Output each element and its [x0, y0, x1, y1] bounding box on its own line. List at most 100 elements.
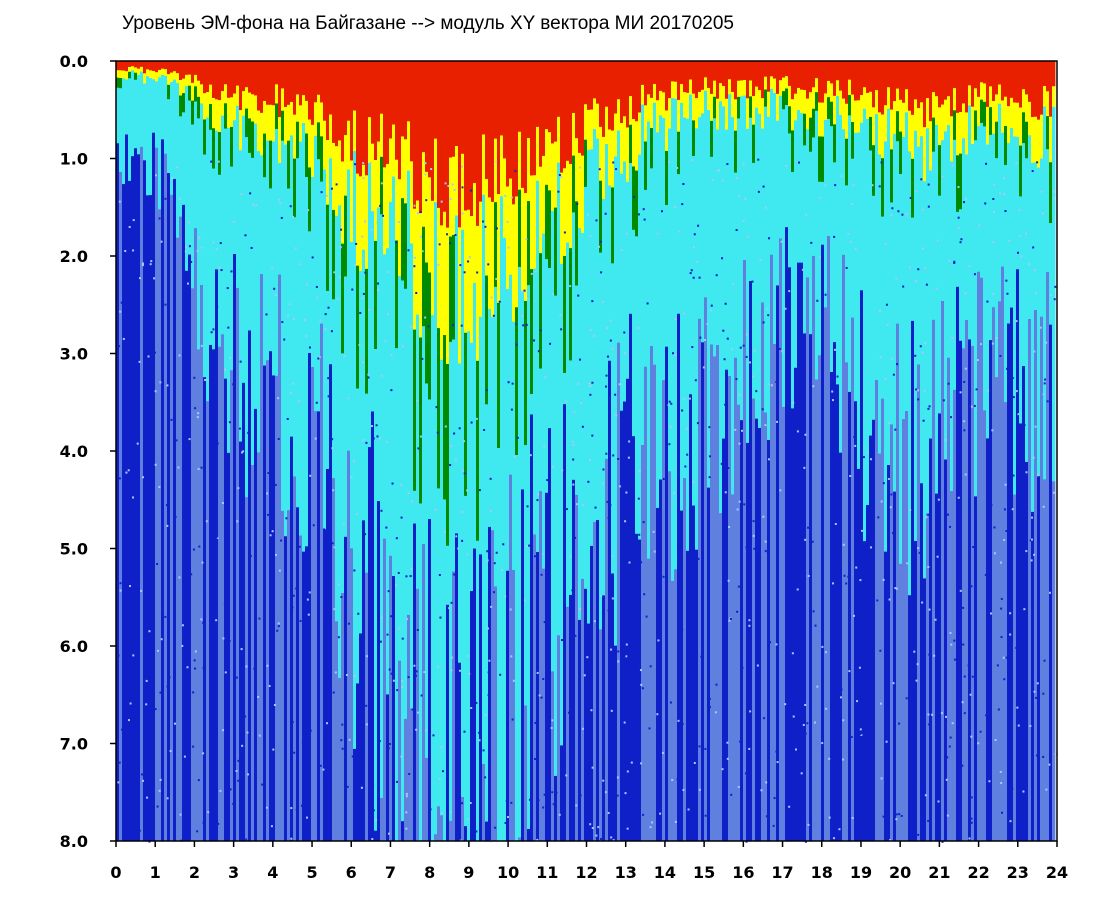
- heatmap-cell-low: [836, 61, 840, 841]
- heatmap-speckle: [150, 260, 153, 263]
- heatmap-cell-red: [734, 61, 738, 100]
- heatmap-speckle: [579, 794, 582, 797]
- heatmap-speckle: [897, 210, 900, 213]
- heatmap-cell-low: [875, 61, 879, 841]
- heatmap-cell-cyan: [830, 61, 834, 373]
- heatmap-speckle: [361, 256, 364, 259]
- heatmap-speckle: [450, 669, 453, 672]
- heatmap-cell-low: [992, 61, 996, 841]
- heatmap-cell-low: [662, 61, 666, 841]
- heatmap-speckle: [828, 816, 831, 819]
- heatmap-speckle: [117, 345, 120, 348]
- heatmap-cell-cyan: [551, 61, 555, 672]
- heatmap-speckle: [217, 822, 220, 825]
- heatmap-cell-red: [938, 61, 942, 108]
- heatmap-speckle: [674, 317, 677, 320]
- heatmap-speckle: [895, 813, 898, 816]
- heatmap-speckle: [1046, 400, 1049, 403]
- heatmap-cell-red: [1019, 61, 1023, 108]
- heatmap-cell-red: [275, 61, 279, 85]
- heatmap-speckle: [776, 420, 779, 423]
- heatmap-speckle: [555, 791, 558, 794]
- heatmap-speckle: [405, 811, 408, 814]
- heatmap-speckle: [343, 355, 346, 358]
- heatmap-speckle: [721, 179, 724, 182]
- heatmap-speckle: [880, 777, 883, 780]
- heatmap-speckle: [542, 678, 545, 681]
- heatmap-cell-cyan: [191, 61, 195, 289]
- heatmap-speckle: [196, 250, 199, 253]
- heatmap-cell-red: [491, 61, 495, 202]
- heatmap-speckle: [612, 839, 615, 842]
- heatmap-speckle: [461, 186, 464, 189]
- heatmap-speckle: [362, 162, 365, 165]
- heatmap-cell-red: [737, 61, 741, 81]
- heatmap-cell-red: [902, 61, 906, 103]
- heatmap-speckle: [772, 824, 775, 827]
- heatmap-speckle: [637, 213, 640, 216]
- heatmap-speckle: [572, 458, 575, 461]
- heatmap-speckle: [856, 571, 859, 574]
- heatmap-speckle: [657, 639, 660, 642]
- heatmap-speckle: [697, 224, 700, 227]
- heatmap-speckle: [882, 815, 885, 818]
- heatmap-speckle: [807, 823, 810, 826]
- heatmap-speckle: [884, 378, 887, 381]
- heatmap-speckle: [682, 183, 685, 186]
- heatmap-speckle: [858, 666, 861, 669]
- heatmap-speckle: [498, 300, 501, 303]
- heatmap-cell-red: [1046, 61, 1050, 92]
- heatmap-cell-cyan: [545, 61, 549, 493]
- heatmap-speckle: [639, 669, 642, 672]
- heatmap-cell-low: [653, 61, 657, 841]
- heatmap-cell-red: [953, 61, 957, 89]
- heatmap-speckle: [892, 373, 895, 376]
- heatmap-speckle: [440, 811, 443, 814]
- heatmap-speckle: [400, 516, 403, 519]
- heatmap-cell-cyan: [887, 61, 891, 466]
- heatmap-speckle: [510, 196, 513, 199]
- heatmap-cell-low: [755, 61, 759, 841]
- heatmap-speckle: [927, 713, 930, 716]
- heatmap-speckle: [432, 734, 435, 737]
- heatmap-speckle: [395, 241, 398, 244]
- heatmap-speckle: [690, 269, 693, 272]
- heatmap-speckle: [1053, 491, 1056, 494]
- heatmap-cell-red: [350, 61, 354, 161]
- heatmap-speckle: [927, 183, 930, 186]
- heatmap-speckle: [1009, 612, 1012, 615]
- heatmap-cell-red: [722, 61, 726, 86]
- heatmap-speckle: [194, 407, 197, 410]
- heatmap-speckle: [209, 798, 212, 801]
- heatmap-cell-red: [341, 61, 345, 162]
- heatmap-cell-cyan: [305, 61, 309, 547]
- heatmap-speckle: [296, 690, 299, 693]
- heatmap-speckle: [589, 235, 592, 238]
- heatmap-speckle: [928, 653, 931, 656]
- heatmap-speckle: [128, 550, 131, 553]
- heatmap-speckle: [461, 510, 464, 513]
- heatmap-cell-cyan: [602, 61, 606, 596]
- heatmap-speckle: [950, 416, 953, 419]
- heatmap-speckle: [957, 216, 960, 219]
- heatmap-speckle: [156, 649, 159, 652]
- heatmap-speckle: [338, 583, 341, 586]
- heatmap-cell-low: [608, 61, 612, 841]
- heatmap-cell-cyan: [644, 61, 648, 367]
- heatmap-speckle: [742, 220, 745, 223]
- heatmap-cell-red: [908, 61, 912, 111]
- heatmap-cell-cyan: [764, 61, 768, 413]
- heatmap-speckle: [1003, 678, 1006, 681]
- heatmap-cell-cyan: [614, 61, 618, 646]
- heatmap-speckle: [132, 649, 135, 652]
- heatmap-speckle: [314, 437, 317, 440]
- heatmap-cell-low: [620, 61, 624, 841]
- heatmap-speckle: [340, 739, 343, 742]
- heatmap-speckle: [369, 162, 372, 165]
- heatmap-cell-red: [455, 61, 459, 146]
- heatmap-speckle: [380, 616, 383, 619]
- heatmap-cell-low: [206, 61, 210, 841]
- heatmap-speckle: [152, 729, 155, 732]
- heatmap-cell-cyan: [263, 61, 267, 366]
- heatmap-speckle: [1052, 190, 1055, 193]
